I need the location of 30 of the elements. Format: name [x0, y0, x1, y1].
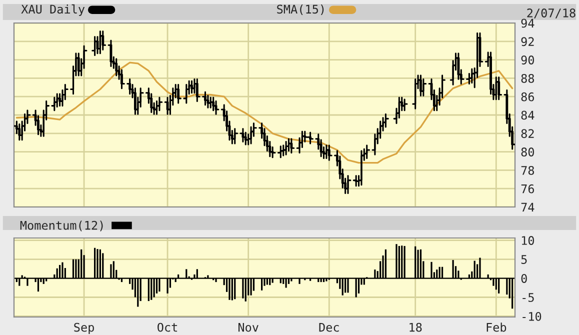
y-tick-label: 88 — [521, 74, 534, 83]
x-tick-label: Feb — [486, 322, 506, 332]
legend-label: Momentum(12) — [20, 220, 103, 232]
y-tick-label: 5 — [521, 255, 527, 264]
x-tick-label: Dec — [319, 322, 339, 332]
y-tick-label: 94 — [521, 18, 534, 28]
y-tick-label: 10 — [522, 236, 534, 245]
y-tick-label: -10 — [522, 312, 542, 321]
x-tick-label: Nov — [238, 322, 258, 332]
y-tick-label: 90 — [521, 56, 534, 64]
x-tick-label: Sep — [74, 322, 94, 334]
line-series — [16, 62, 514, 164]
x-tick-label: 18 — [410, 322, 422, 332]
candlestick — [401, 98, 408, 112]
y-tick-label: 86 — [521, 92, 534, 102]
y-tick-label: 82 — [521, 129, 534, 138]
x-tick-label: Oct — [158, 322, 178, 332]
text: 2/07/18 — [527, 8, 576, 18]
y-tick-label: 92 — [521, 37, 534, 46]
y-tick-label: 80 — [521, 148, 534, 156]
y-tick-label: 0 — [521, 274, 527, 283]
candlestick — [412, 78, 419, 110]
y-tick-label: 76 — [521, 184, 534, 194]
y-tick-label: -5 — [522, 293, 534, 302]
y-tick-label: 74 — [521, 202, 534, 212]
legend-label: SMA(15) — [277, 4, 324, 16]
y-tick-label: 84 — [521, 110, 534, 120]
legend-label: XAU Daily — [21, 4, 85, 16]
y-tick-label: 78 — [521, 166, 534, 175]
candlestick — [97, 30, 104, 54]
